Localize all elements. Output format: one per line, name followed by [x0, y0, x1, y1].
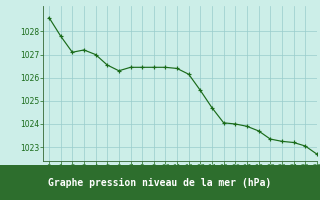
Text: Graphe pression niveau de la mer (hPa): Graphe pression niveau de la mer (hPa): [48, 177, 272, 188]
